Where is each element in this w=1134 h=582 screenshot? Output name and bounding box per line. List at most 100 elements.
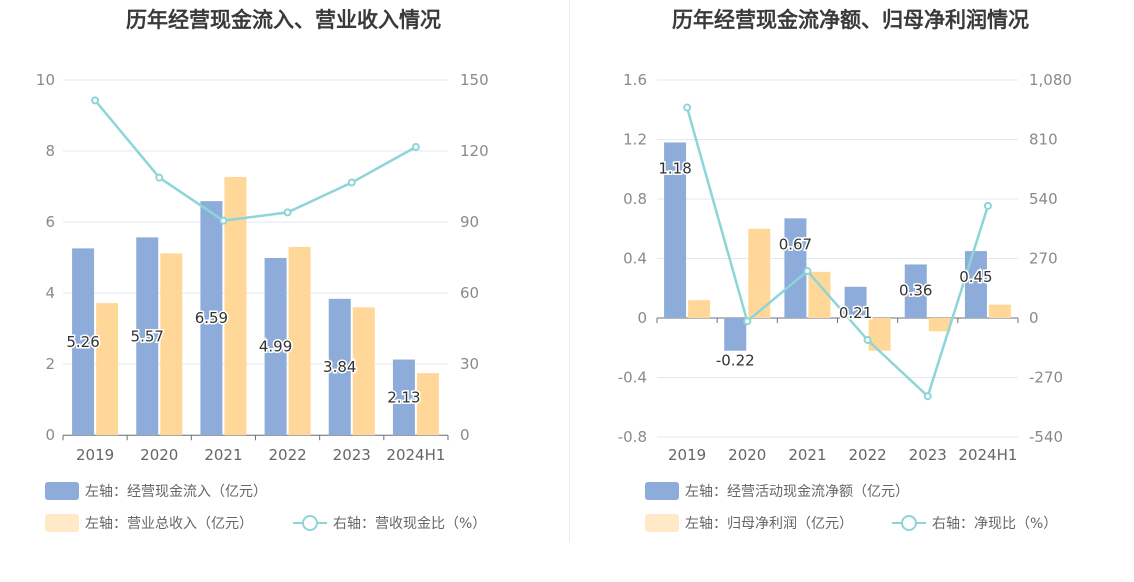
y-left-tick-label: 0 [637,309,647,327]
legend-item-revenue[interactable]: 左轴：营业总收入（亿元） [45,513,253,533]
legend-item-net-profit[interactable]: 左轴：归母净利润（亿元） [645,513,853,533]
bar-secondary [416,373,439,436]
bar-primary [200,201,223,436]
line-point [803,267,812,276]
legend-swatch-bar-yellow [645,514,679,532]
bar-secondary [868,318,891,351]
x-tick-label: 2021 [788,446,826,464]
y-left-tick-label: 2 [45,355,55,373]
panel-divider [569,0,570,542]
bar-secondary [96,303,119,436]
line-point [91,96,100,105]
data-label: 1.18 [658,159,691,177]
legend-swatch-bar-blue [45,482,79,500]
legend-swatch-bar-blue [645,482,679,500]
line-point [983,201,992,210]
line-point [155,173,164,182]
bar-primary [136,237,159,436]
bar-primary [328,298,351,436]
bar-primary [72,248,95,436]
data-label: 0.21 [839,304,872,322]
x-tick-label: 2024H1 [958,446,1017,464]
x-tick-label: 2022 [848,446,886,464]
legend-item-cash-inflow[interactable]: 左轴：经营现金流入（亿元） [45,481,267,501]
y-left-tick-label: 10 [36,71,55,89]
data-label: 0.67 [779,235,812,253]
data-label: 6.59 [195,309,228,327]
bar-primary [724,318,747,351]
y-right-tick-label: 540 [1029,190,1058,208]
chart-title: 历年经营现金流入、营业收入情况 [126,8,441,32]
legend-item-net-cash-flow[interactable]: 左轴：经营活动现金流净额（亿元） [645,481,909,501]
data-label: 5.26 [66,333,99,351]
legend-item-net-cash-ratio[interactable]: 右轴：净现比（%） [892,513,1057,533]
legend-item-cash-ratio[interactable]: 右轴：营收现金比（%） [293,513,486,533]
bar-primary [904,264,927,318]
bar-secondary [988,304,1011,318]
line-point [219,216,228,225]
x-tick-label: 2020 [140,446,178,464]
bar-secondary [288,246,311,436]
line-point [683,103,692,112]
y-right-tick-label: 90 [460,213,479,231]
y-left-tick-label: 8 [45,142,55,160]
line-point [411,143,420,152]
bar-primary [664,142,687,318]
y-right-tick-label: 1,080 [1029,71,1072,89]
bar-secondary [352,307,375,436]
data-label: 3.84 [323,358,356,376]
bar-primary [392,359,415,436]
line-point [923,392,932,401]
y-left-tick-label: -0.4 [618,369,647,387]
x-tick-label: 2023 [909,446,947,464]
chart-plot: 0 2 4 6 8 10 0 30 60 90 120 150 2019 2020 2021 2022 2023… [36,71,489,464]
y-right-tick-label: 120 [460,142,489,160]
legend-label: 左轴：经营现金流入（亿元） [85,484,267,500]
y-right-tick-label: 810 [1029,131,1058,149]
x-tick-label: 2021 [204,446,242,464]
bar-primary [964,251,987,318]
y-right-tick-label: 0 [460,426,470,444]
bar-primary [264,257,287,436]
bar-primary [784,218,807,318]
chart-title: 历年经营现金流净额、归母净利润情况 [672,8,1029,32]
bar-secondary [160,253,183,436]
data-label: 0.45 [959,268,992,286]
y-left-tick-label: 6 [45,213,55,231]
bar-secondary [688,300,711,318]
legend-label: 左轴：归母净利润（亿元） [685,516,853,532]
legend-label: 右轴：净现比（%） [932,516,1058,532]
series-line [685,107,990,399]
bar-secondary [808,271,831,318]
y-right-tick-label: -270 [1029,369,1063,387]
bar-secondary [748,228,771,318]
y-left-tick-label: -0.8 [618,428,647,446]
x-tick-label: 2020 [728,446,766,464]
bar-secondary [224,176,247,436]
y-right-tick-label: 0 [1029,309,1039,327]
y-right-tick-label: 60 [460,284,479,302]
y-left-tick-label: 0.8 [623,190,647,208]
legend-label: 左轴：营业总收入（亿元） [85,516,253,532]
data-label: 0.36 [899,281,932,299]
legend-label: 右轴：营收现金比（%） [333,516,487,532]
x-tick-label: 2023 [333,446,371,464]
line-point [863,336,872,345]
line-point [347,178,356,187]
legend-label: 左轴：经营活动现金流净额（亿元） [685,484,909,500]
line-point [743,317,752,326]
series-line [94,99,417,222]
x-tick-label: 2019 [668,446,706,464]
legend-swatch-line-icon [293,515,327,531]
chart-panel-left: 历年经营现金流入、营业收入情况 0 2 4 6 8 10 0 30 60 90 120 150 2019… [36,8,489,533]
y-left-tick-label: 1.2 [623,131,647,149]
y-right-tick-label: -540 [1029,428,1063,446]
line-point [283,208,292,217]
legend-swatch-bar-yellow [45,514,79,532]
x-tick-label: 2022 [268,446,306,464]
data-label: 5.57 [131,327,164,345]
y-right-tick-label: 270 [1029,250,1058,268]
y-left-tick-label: 4 [45,284,55,302]
y-right-tick-label: 150 [460,71,489,89]
legend-swatch-line-icon [892,515,926,531]
